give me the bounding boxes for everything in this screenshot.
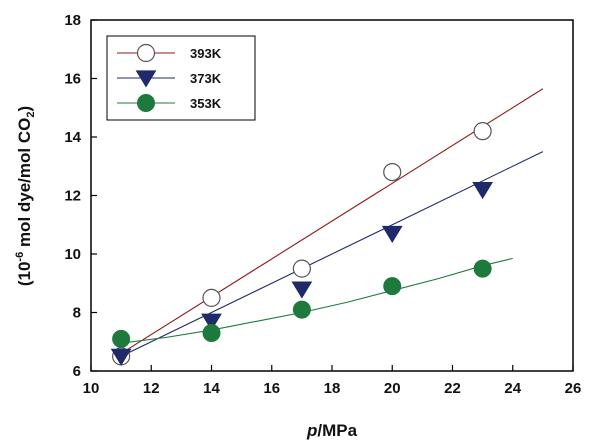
legend-label: 393K (190, 46, 222, 61)
x-axis-title: p/MPa (306, 421, 358, 440)
data-point (291, 281, 313, 299)
data-point (473, 259, 492, 278)
data-point (110, 348, 132, 366)
x-tick-label: 10 (83, 380, 100, 397)
data-point (383, 277, 402, 296)
x-tick-label: 26 (565, 380, 582, 397)
data-point (472, 182, 494, 200)
x-tick-label: 20 (384, 380, 401, 397)
data-point (292, 300, 311, 319)
y-axis: 6 8 10 12 14 16 18 (64, 12, 97, 380)
fit-line (120, 151, 544, 357)
legend: 393K 373K 353K (106, 35, 256, 121)
fit-lines (120, 88, 544, 357)
legend-box (106, 35, 256, 121)
data-point (383, 163, 402, 182)
fit-line (120, 88, 544, 354)
x-tick-label: 16 (263, 380, 280, 397)
data-point (381, 225, 403, 244)
x-tick-label: 22 (444, 380, 461, 397)
legend-marker (137, 94, 155, 112)
y-tick-label: 6 (73, 363, 81, 380)
data-point (202, 288, 221, 307)
legend-label: 353K (190, 96, 222, 111)
x-tick-label: 14 (203, 380, 220, 397)
y-tick-label: 18 (64, 12, 81, 29)
y-tick-label: 10 (64, 246, 81, 263)
data-point (202, 323, 221, 342)
y-tick-label: 8 (73, 305, 81, 322)
y-tick-label: 12 (64, 188, 81, 205)
data-point (112, 329, 131, 348)
data-point (201, 313, 222, 331)
y-axis-title: (10-6 mol dye/mol CO2) (14, 106, 37, 286)
x-tick-label: 18 (324, 380, 341, 397)
y-tick-label: 16 (64, 71, 81, 88)
data-point (292, 259, 311, 278)
data-point (473, 122, 492, 141)
fit-line (121, 257, 513, 344)
x-tick-label: 24 (504, 380, 521, 397)
y-tick-label: 14 (64, 129, 81, 146)
x-axis: 10 12 14 16 18 20 22 24 26 (83, 365, 582, 397)
data-points (110, 122, 494, 366)
legend-marker (136, 43, 156, 63)
x-tick-label: 12 (143, 380, 160, 397)
legend-label: 373K (190, 71, 222, 86)
legend-marker (135, 70, 157, 88)
